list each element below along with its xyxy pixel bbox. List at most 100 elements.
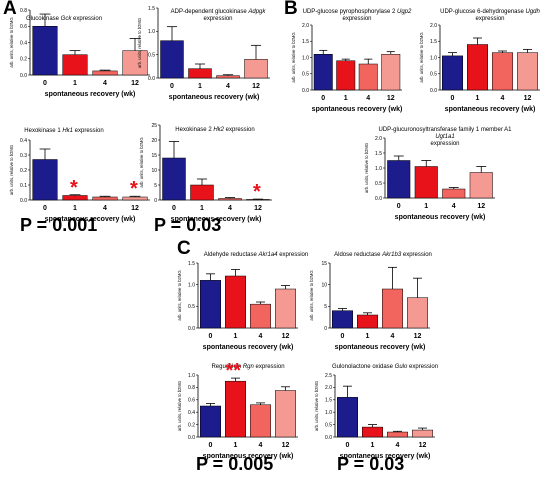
- bar-1: [467, 44, 488, 91]
- y-tick-label: 1.5: [375, 151, 382, 157]
- x-axis-label: spontaneous recovery (wk): [445, 106, 536, 113]
- x-tick-label: 0: [170, 83, 174, 90]
- x-axis-label: spontaneous recovery (wk): [395, 214, 486, 221]
- x-tick-label: 12: [524, 95, 532, 102]
- y-axis-label: arb. units, relative to b2MG: [364, 143, 369, 193]
- y-tick-label: 0.5: [430, 72, 437, 78]
- x-tick-label: 0: [321, 95, 325, 102]
- chart-title-gck: Glucokinase Gck expression: [4, 16, 124, 23]
- chart-title-suffix: expression: [342, 16, 372, 22]
- y-tick-label: 5: [324, 304, 327, 310]
- y-axis-label: arb. units, relative to b2MG: [137, 18, 142, 68]
- x-tick-label: 12: [131, 80, 139, 87]
- bar-12: [122, 50, 148, 76]
- x-tick-label: 1: [73, 205, 77, 212]
- chart-hk1: 0.0 0.1 0.2 0.3 0.4 arb. units, relative to b…: [9, 138, 150, 223]
- y-tick-label: 0.5: [375, 181, 382, 187]
- chart-hk2: 0 5 10 15 20 25 arb. units, relative to b2MG 0 1…: [139, 123, 272, 223]
- x-axis-label: spontaneous recovery (wk): [203, 453, 294, 460]
- significance-marker: *: [70, 176, 78, 199]
- chart-title-suffix: expression: [203, 16, 233, 22]
- significance-marker: *: [253, 181, 261, 204]
- bar-4: [250, 404, 271, 438]
- bar-0: [313, 54, 333, 91]
- x-tick-label: 1: [234, 442, 238, 449]
- chart-title-rgn: Regucalcin Rgn expression: [188, 364, 308, 371]
- chart-title-suffix: expression: [255, 364, 285, 370]
- x-tick-label: 4: [366, 95, 370, 102]
- chart-title-gulo: Gulonolactone oxidase Gulo expression: [320, 364, 450, 371]
- x-tick-label: 1: [366, 333, 370, 340]
- y-tick-label: 0.5: [325, 422, 332, 428]
- bar-1: [190, 184, 214, 201]
- y-tick-label: 1.5: [325, 398, 332, 404]
- chart-gene-symbol: Rgn: [242, 364, 254, 370]
- y-tick-label: 0.0: [148, 76, 155, 82]
- x-axis-label: spontaneous recovery (wk): [312, 106, 403, 113]
- y-tick-label: 15: [321, 261, 327, 267]
- chart-title-text: Regucalcin: [211, 364, 242, 370]
- bar-0: [337, 397, 358, 438]
- y-tick-label: 0.8: [188, 385, 195, 391]
- bar-0: [32, 26, 58, 76]
- y-axis-label: arb. units, relative to b2MG: [139, 137, 144, 187]
- chart-title-ugp2: UDP-glucose pyrophosphorylase 2 Ugp2 expr…: [302, 9, 412, 23]
- x-tick-label: 1: [234, 333, 238, 340]
- y-tick-label: 2.5: [325, 373, 332, 379]
- chart-title-akr1b3: Aldose reductase Akr1b3 expression: [313, 252, 453, 259]
- y-tick-label: 0.0: [375, 196, 382, 202]
- bar-1: [336, 60, 356, 91]
- y-tick-label: 2.0: [375, 136, 382, 142]
- y-tick-label: 1.0: [375, 166, 382, 172]
- chart-akr1b3: 0 5 10 15 arb. units, relative to b2MG 0 1 4 12 s…: [309, 261, 430, 351]
- chart-gene-symbol: Hk2: [213, 127, 224, 133]
- x-axis-label: spontaneous recovery (wk): [169, 94, 260, 101]
- y-tick-label: 2.0: [302, 23, 309, 29]
- x-tick-label: 0: [346, 442, 350, 449]
- y-axis-label: arb. units, relative to b2MG: [419, 32, 424, 82]
- x-tick-label: 4: [259, 333, 263, 340]
- chart-title-hk2: Hexokinase 2 Hk2 expression: [150, 127, 280, 134]
- chart-title-suffix: expression: [279, 252, 309, 258]
- y-tick-label: 0.1: [20, 183, 27, 189]
- bar-4: [358, 63, 378, 91]
- bar-4: [492, 52, 513, 91]
- chart-title-suffix: expression: [409, 364, 439, 370]
- y-tick-label: 0.4: [20, 40, 27, 46]
- y-tick-label: 0.0: [325, 435, 332, 441]
- bar-1: [225, 275, 246, 329]
- chart-title-text: Hexokinase 1: [24, 128, 61, 134]
- chart-title-suffix: expression: [74, 128, 104, 134]
- y-tick-label: 0.2: [20, 168, 27, 174]
- bar-0: [200, 280, 221, 329]
- bar-1: [188, 68, 212, 79]
- y-tick-label: 0: [154, 198, 157, 204]
- p-value-hk2: P = 0.03: [154, 215, 222, 235]
- bar-1: [225, 380, 246, 438]
- chart-title-suffix: expression: [475, 16, 505, 22]
- bar-12: [407, 297, 428, 329]
- x-tick-label: 1: [476, 95, 480, 102]
- chart-title-suffix: expression: [225, 127, 255, 133]
- y-tick-label: 1.5: [430, 39, 437, 45]
- chart-title-text: UDP-glucose 6-dehydrogenase: [440, 9, 524, 15]
- panel-label-c: C: [177, 238, 191, 259]
- y-tick-label: 0.5: [302, 72, 309, 78]
- bar-4: [250, 303, 271, 329]
- y-axis-label: arb. units, relative to b2MG: [314, 381, 319, 431]
- chart-akr1a4: 0.0 0.5 1.0 1.5 arb. units, relative to b2MG…: [177, 261, 298, 351]
- x-axis-label: spontaneous recovery (wk): [171, 216, 262, 223]
- y-tick-label: 0.0: [20, 198, 27, 204]
- bar-4: [442, 188, 466, 199]
- y-tick-label: 1.5: [188, 261, 195, 267]
- chart-gene-symbol: Gulo: [394, 364, 408, 370]
- bar-12: [381, 54, 401, 91]
- y-tick-label: 0.0: [20, 73, 27, 79]
- chart-ugdh: 0.0 0.5 1.0 1.5 2.0 arb. units, relative to b…: [419, 23, 540, 113]
- x-tick-label: 0: [172, 205, 176, 212]
- x-tick-label: 4: [452, 203, 456, 210]
- y-axis-label: arb. units, relative to b2MG: [9, 145, 14, 195]
- y-tick-label: 0.4: [188, 410, 195, 416]
- y-tick-label: 0.0: [430, 88, 437, 94]
- x-tick-label: 1: [200, 205, 204, 212]
